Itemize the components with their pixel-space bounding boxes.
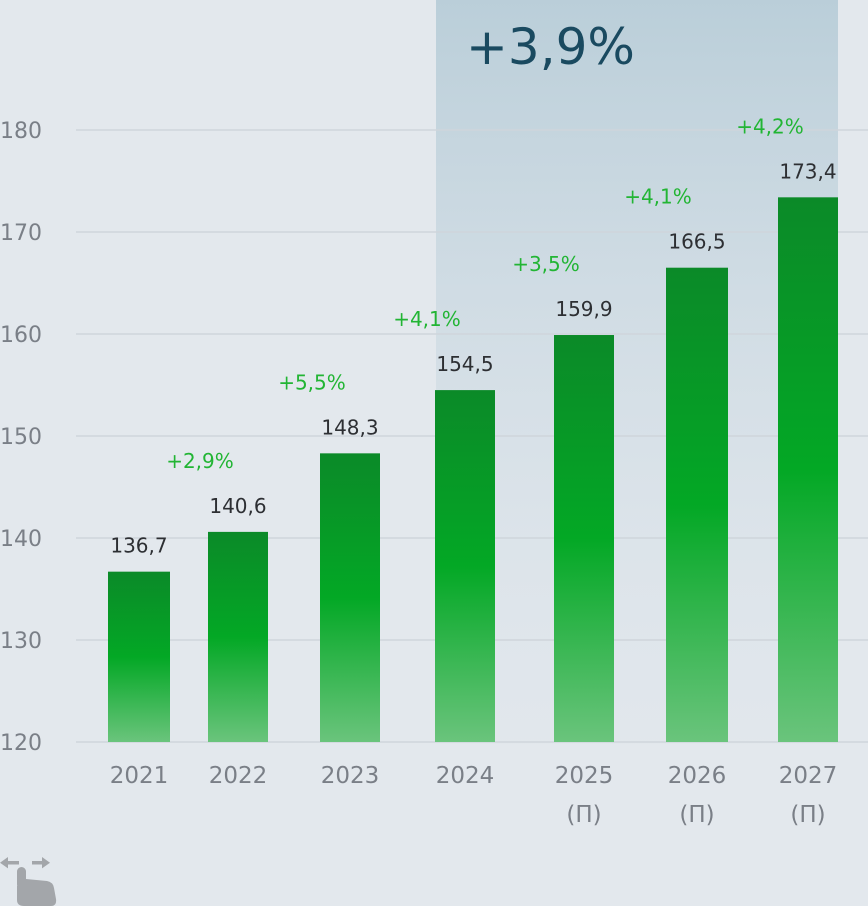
growth-label: +4,2% xyxy=(736,114,804,138)
bars xyxy=(108,197,838,742)
x-axis-labels: 2021 2022 2023 2024 2025 (П) 2026 (П) 2027 (П) xyxy=(110,763,838,828)
growth-label: +2,9% xyxy=(166,449,234,473)
growth-label: +3,5% xyxy=(512,252,580,276)
x-tick-label: 2022 xyxy=(209,763,268,789)
bar-2022 xyxy=(208,531,268,742)
y-tick-label: 170 xyxy=(0,221,42,246)
swipe-hand-icon xyxy=(0,857,57,906)
x-tick-label: 2025 xyxy=(555,763,614,789)
x-tick-label: 2021 xyxy=(110,763,169,789)
bar-labels: 136,7 140,6 +2,9% 148,3 +5,5% 154,5 +4,1% 159,9… xyxy=(110,114,836,557)
value-label: 159,9 xyxy=(555,297,612,321)
y-tick-label: 180 xyxy=(0,119,42,144)
bar-2023 xyxy=(320,453,380,742)
bar-2025 xyxy=(554,335,614,742)
x-tick-label: 2023 xyxy=(321,763,380,789)
average-growth-label: +3,9% xyxy=(466,18,635,76)
value-label: 173,4 xyxy=(779,159,836,183)
bar-2026 xyxy=(666,267,728,742)
value-label: 154,5 xyxy=(436,352,493,376)
x-tick-sublabel: (П) xyxy=(679,802,714,828)
x-tick-label: 2027 xyxy=(779,763,838,789)
value-label: 166,5 xyxy=(668,230,725,254)
y-tick-label: 130 xyxy=(0,629,42,654)
value-label: 136,7 xyxy=(110,534,167,558)
value-label: 148,3 xyxy=(321,415,378,439)
y-tick-label: 140 xyxy=(0,527,42,552)
x-tick-sublabel: (П) xyxy=(566,802,601,828)
x-tick-label: 2026 xyxy=(668,763,727,789)
bar-2024 xyxy=(435,390,495,742)
x-tick-label: 2024 xyxy=(436,763,495,789)
y-tick-label: 120 xyxy=(0,731,42,756)
bar-2027 xyxy=(778,197,838,742)
growth-label: +4,1% xyxy=(624,185,692,209)
value-label: 140,6 xyxy=(209,494,266,518)
bar-2021 xyxy=(108,571,170,742)
growth-label: +5,5% xyxy=(278,370,346,394)
growth-label: +4,1% xyxy=(393,307,461,331)
y-tick-label: 160 xyxy=(0,323,42,348)
y-axis-ticks: 120 130 140 150 160 170 180 xyxy=(0,119,42,756)
x-tick-sublabel: (П) xyxy=(790,802,825,828)
forecast-highlight-band xyxy=(436,0,838,744)
y-tick-label: 150 xyxy=(0,425,42,450)
